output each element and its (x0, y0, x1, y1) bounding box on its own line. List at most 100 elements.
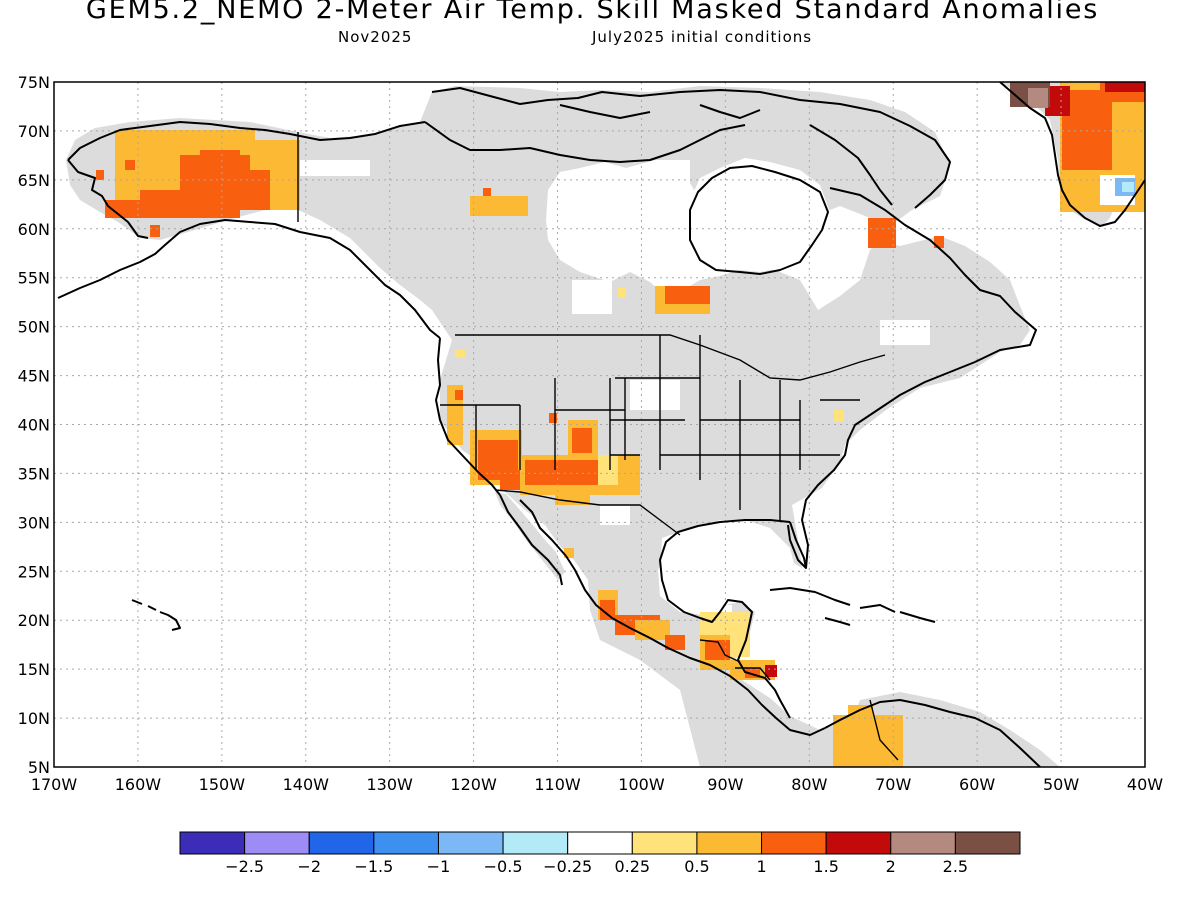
central-america-borders (699, 639, 899, 761)
alaska-coast (57, 219, 441, 339)
anomaly-cell (705, 640, 730, 660)
us-east-coast (801, 361, 976, 569)
lon-tick-label: 100W (618, 775, 665, 794)
canada-arctic-coast (424, 121, 746, 163)
colorbar-tick-label: −1 (427, 857, 451, 876)
anomaly-cell (470, 196, 528, 216)
anomaly-cell (745, 668, 760, 678)
colorbar-swatch (954, 831, 1021, 855)
us-state-lines (440, 335, 860, 520)
lat-tick-label: 40N (18, 416, 50, 435)
lon-tick-label: 110W (534, 775, 581, 794)
colorbar-swatch (502, 831, 569, 855)
lon-tick-label: 120W (450, 775, 497, 794)
valid-month: Nov2025 (338, 28, 413, 46)
anomaly-cell (765, 665, 777, 677)
colorbar-swatch (308, 831, 375, 855)
anomaly-cell (1105, 82, 1145, 92)
anomaly-cell (600, 600, 615, 620)
lon-tick-label: 70W (875, 775, 911, 794)
colorbar-tick-label: 0.5 (684, 857, 709, 876)
lon-tick-label: 80W (791, 775, 827, 794)
colorbar-swatch (373, 831, 439, 855)
arctic-islands (431, 87, 951, 209)
lon-tick-label: 130W (367, 775, 414, 794)
anomaly-cell (564, 548, 574, 558)
colorbar-tick-label: 1 (756, 857, 766, 876)
anomaly-cell (483, 188, 491, 196)
colorbar-tick-label: −2.5 (225, 857, 264, 876)
lon-tick-label: 170W (31, 775, 78, 794)
lon-tick-label: 160W (115, 775, 162, 794)
hudson-bay-coast (689, 165, 829, 275)
colorbar-swatch (825, 831, 892, 855)
initial-conditions: July2025 initial conditions (592, 28, 813, 46)
lat-tick-label: 55N (18, 269, 50, 288)
anomaly-cell (665, 286, 710, 304)
alaska-west-coast (67, 159, 149, 239)
hawaii (131, 599, 181, 631)
anomaly-cell (1028, 88, 1048, 108)
lat-tick-label: 75N (18, 73, 50, 92)
colorbar-tick-label: −1.5 (354, 857, 393, 876)
mexico-white-patch (600, 505, 630, 525)
north-canada-white-patch (572, 280, 612, 314)
colorbar-tick-label: 2.5 (943, 857, 968, 876)
south-america-coast (824, 699, 1041, 767)
map-title: GEM5.2_NEMO 2-Meter Air Temp. Skill Mask… (85, 0, 1100, 25)
gulf-of-mexico (660, 520, 795, 614)
colorbar-swatch (631, 831, 698, 855)
colorbar-tick-label: −2 (297, 857, 321, 876)
graticule (54, 82, 1145, 767)
lat-tick-label: 65N (18, 171, 50, 190)
anomaly-cell (833, 715, 903, 767)
bc-white-patch (300, 160, 370, 176)
lon-tick-label: 90W (707, 775, 743, 794)
latitude-labels: 75N 70N 65N 60N 55N 50N 45N 40N 35N 30N 25N 20N 15N 1… (18, 73, 50, 777)
colorbar-swatch (696, 831, 763, 855)
east-canada-white-patch (880, 320, 930, 345)
colorbar-tick-label: −0.5 (484, 857, 523, 876)
anomaly-cell (868, 218, 896, 248)
lon-tick-label: 40W (1127, 775, 1163, 794)
anomaly-cell (834, 410, 844, 422)
lat-tick-label: 50N (18, 318, 50, 337)
anomaly-cell (549, 413, 557, 423)
anomaly-cell (96, 170, 104, 180)
anomaly-cell (150, 225, 160, 237)
lat-tick-label: 15N (18, 660, 50, 679)
hudson-bay (690, 158, 830, 272)
colorbar (179, 831, 1021, 855)
anomaly-cell (572, 428, 592, 453)
map-frame (53, 81, 1146, 768)
anomaly-cell (525, 460, 600, 485)
lat-tick-label: 5N (28, 758, 50, 777)
anomaly-cell (665, 635, 685, 650)
colorbar-tick-label: 0.25 (614, 857, 650, 876)
colorbar-swatch (179, 831, 246, 855)
lat-tick-label: 25N (18, 562, 50, 581)
colorbar-tick-label: −0.25 (543, 857, 592, 876)
lon-tick-label: 140W (283, 775, 330, 794)
anomaly-cell (200, 150, 240, 170)
anomaly-cell (934, 236, 944, 248)
anomaly-cell (125, 160, 135, 170)
anomaly-cell (500, 470, 520, 490)
colorbar-swatch (890, 831, 956, 855)
anomaly-cell (240, 170, 270, 210)
colorbar-swatch (567, 831, 633, 855)
us-canada-border (455, 334, 886, 381)
colorbar-swatch (244, 831, 310, 855)
alaska-north-coast (67, 121, 426, 161)
anomaly-cell (598, 455, 618, 485)
coastlines (57, 82, 1145, 767)
colorbar-swatch (761, 831, 827, 855)
us-west-coast (435, 337, 501, 496)
plains-white-patch (630, 380, 680, 410)
anomaly-cell (618, 288, 626, 298)
colorbar-tick-label: 1.5 (813, 857, 838, 876)
colorbar-tick-label: 2 (886, 857, 896, 876)
mexico-pacific-coast (565, 555, 826, 736)
baja-coast (499, 494, 567, 586)
